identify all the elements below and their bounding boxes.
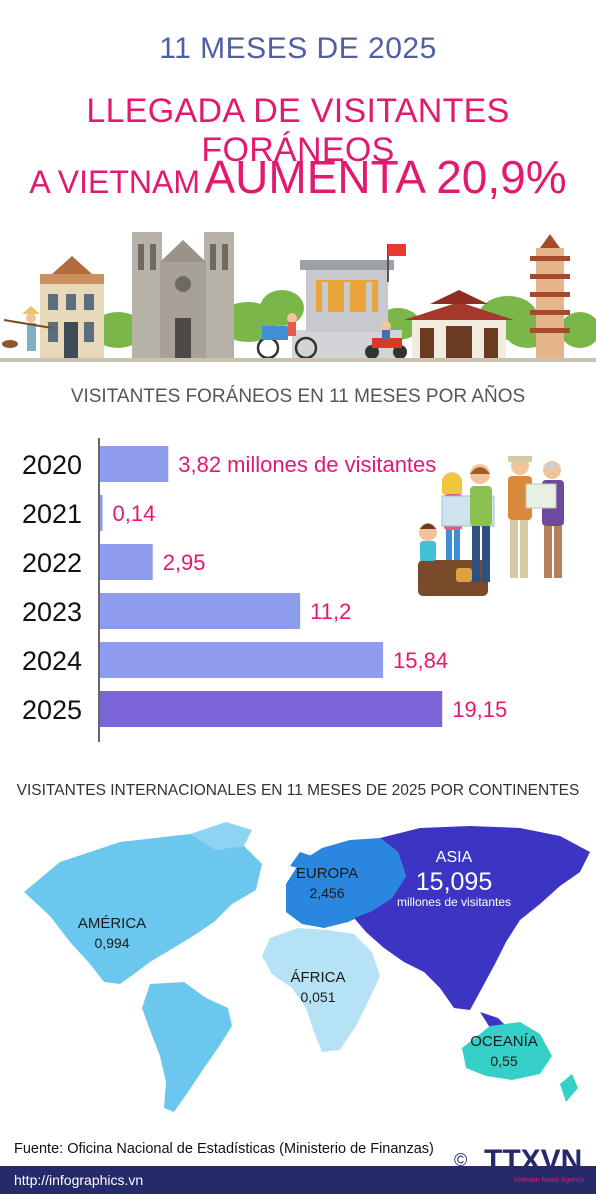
copyright-symbol: ©: [454, 1150, 467, 1170]
street-vendor-icon: [2, 306, 53, 351]
bar-2021: [100, 495, 103, 531]
cathedral-icon: [132, 232, 234, 358]
europe-value: 2,456: [309, 885, 344, 901]
continent-africa: [262, 928, 380, 1052]
asia-unit: millones de visitantes: [397, 895, 511, 909]
bar-2023: [100, 593, 301, 629]
title-line-2-a: A VIETNAM: [29, 164, 201, 200]
bar-2025: [100, 691, 443, 727]
continent-america: [24, 822, 262, 1112]
pagoda-icon: [530, 234, 570, 358]
tourists-illustration: [418, 456, 564, 596]
footer-bar: [0, 1166, 596, 1194]
continent-oceania: [462, 1022, 578, 1102]
america-value: 0,994: [94, 935, 129, 951]
logo-text: TTXVN: [484, 1144, 582, 1177]
title-line-2: A VIETNAM AUMENTA 20,9%: [0, 150, 596, 204]
bar-2024: [100, 642, 384, 678]
bar-chart-title: VISITANTES FORÁNEOS EN 11 MESES POR AÑOS: [70, 386, 526, 407]
oceania-label: OCEANÍA: [470, 1033, 538, 1050]
year-label: 2025: [22, 695, 82, 725]
america-label: AMÉRICA: [78, 915, 146, 932]
value-label-2023: 11,2: [310, 599, 351, 624]
value-label-2021: 0,14: [113, 501, 156, 526]
title-line-2-b: AUMENTA 20,9%: [204, 151, 567, 203]
world-map: AMÉRICA 0,994 EUROPA 2,456 ASIA 15,095 m…: [24, 822, 590, 1112]
africa-label: ÁFRICA: [290, 969, 345, 986]
bar-chart: 2020 3,82 millones de visitantes 2021 0,14 2…: [22, 438, 507, 742]
motorbike-icon: [365, 321, 407, 359]
continent-europe: [286, 838, 406, 928]
value-label-2025: 19,15: [452, 697, 507, 722]
value-label-2024: 15,84: [393, 648, 448, 673]
subtitle: 11 MESES DE 2025: [159, 32, 437, 65]
africa-value: 0,051: [300, 989, 335, 1005]
ttxvn-logo: © TTXVN Vietnam News Agency: [454, 1144, 584, 1184]
year-label: 2023: [22, 597, 82, 627]
colonial-building-icon: [40, 256, 104, 358]
source-note: Fuente: Oficina Nacional de Estadísticas…: [14, 1141, 434, 1157]
value-label-2022: 2,95: [163, 550, 206, 575]
bar-2022: [100, 544, 153, 580]
asia-value: 15,095: [416, 868, 492, 896]
oceania-value: 0,55: [490, 1053, 517, 1069]
year-label: 2024: [22, 646, 82, 676]
title-line-1: LLEGADA DE VISITANTES FORÁNEOS: [86, 92, 510, 169]
website-link[interactable]: http://infographics.vn: [14, 1172, 144, 1188]
cyclo-icon: [256, 313, 318, 360]
year-label: 2022: [22, 548, 82, 578]
map-title: VISITANTES INTERNACIONALES EN 11 MESES D…: [16, 782, 580, 799]
europe-label: EUROPA: [296, 865, 358, 882]
year-label: 2020: [22, 450, 82, 480]
vietnam-landmarks-illustration: [0, 232, 596, 362]
year-label: 2021: [22, 499, 82, 529]
logo-subtext: Vietnam News Agency: [514, 1177, 584, 1184]
value-label-2020: 3,82 millones de visitantes: [178, 452, 436, 477]
bar-2020: [100, 446, 169, 482]
asia-label: ASIA: [436, 849, 473, 866]
tree-icon: [92, 312, 144, 348]
temple-icon: [404, 290, 514, 358]
